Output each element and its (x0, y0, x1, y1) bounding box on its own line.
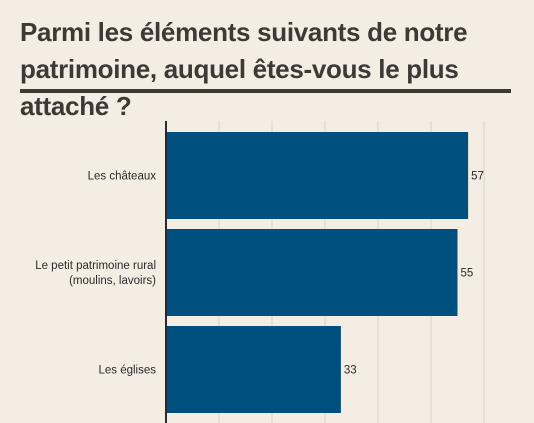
bar (166, 132, 469, 219)
bar (166, 229, 458, 316)
chart-title: Parmi les éléments suivants de notre pat… (20, 17, 468, 121)
title-underline (20, 89, 511, 93)
value-label: 33 (344, 365, 357, 377)
value-labels: 57 55 33 (344, 171, 484, 377)
value-label: 57 (471, 171, 484, 183)
bar (166, 326, 341, 413)
category-labels: Les châteaux Le petit patrimoine rural (mo… (35, 171, 156, 377)
category-label: Les églises (98, 365, 156, 377)
value-label: 55 (461, 268, 474, 280)
category-label: Les châteaux (88, 171, 157, 183)
category-label: Le petit patrimoine rural (moulins, lavoi… (35, 260, 156, 287)
bars (166, 132, 469, 413)
